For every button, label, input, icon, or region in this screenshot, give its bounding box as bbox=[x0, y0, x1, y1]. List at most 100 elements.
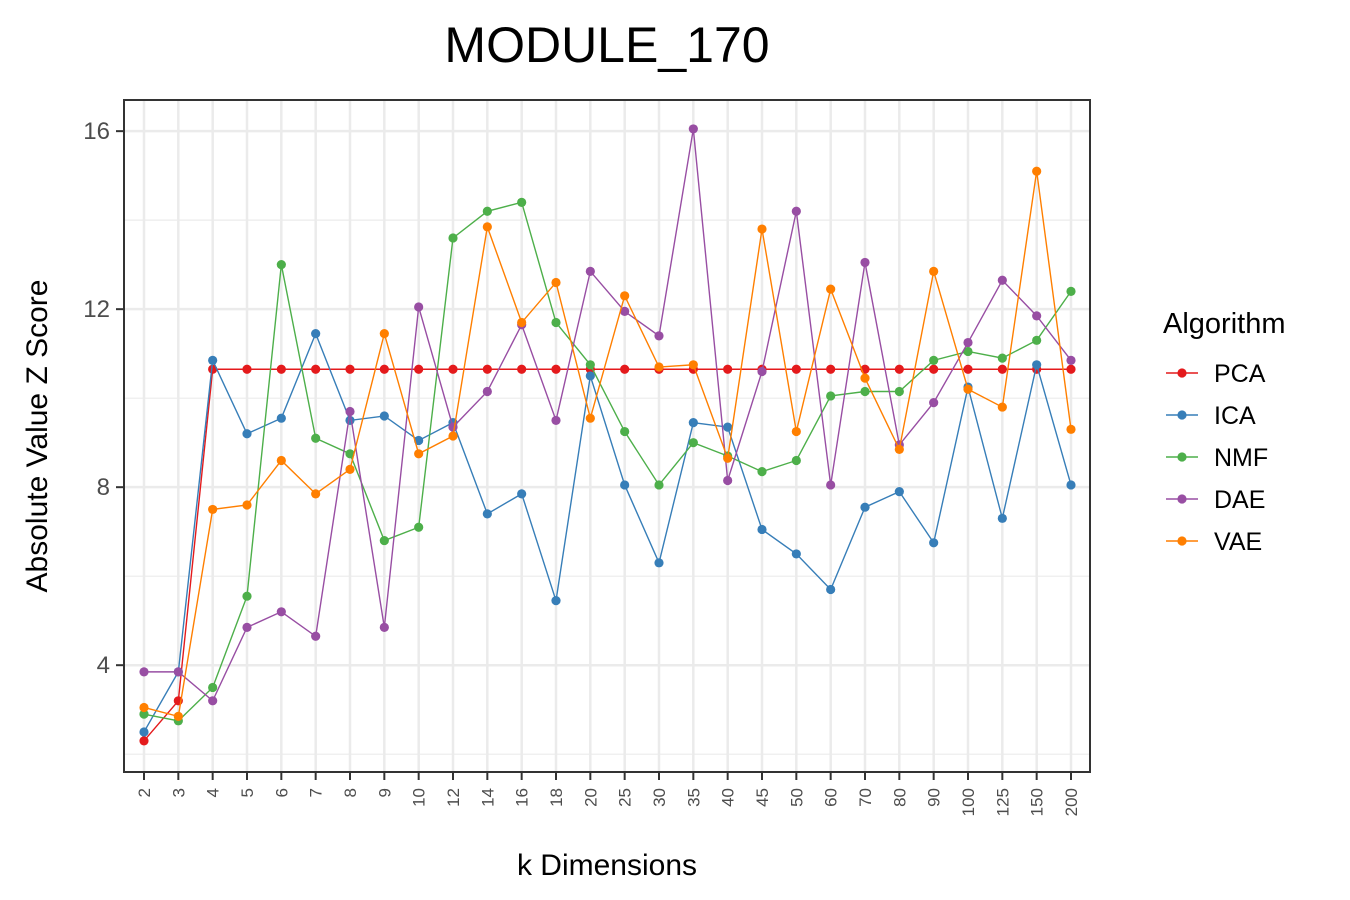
data-point-ica bbox=[242, 429, 252, 439]
series-line-pca bbox=[143, 368, 1071, 742]
data-point-pca bbox=[208, 364, 218, 374]
data-point-ica bbox=[688, 418, 698, 428]
x-tick-label: 12 bbox=[444, 788, 463, 807]
data-point-dae bbox=[654, 331, 664, 341]
data-point-vae bbox=[139, 702, 149, 713]
data-point-vae bbox=[963, 384, 973, 394]
data-point-ica bbox=[1032, 360, 1042, 370]
data-point-dae bbox=[311, 631, 321, 641]
x-tick-label: 18 bbox=[547, 788, 566, 807]
data-point-nmf bbox=[414, 522, 424, 532]
data-point-pca bbox=[723, 364, 733, 374]
legend-items: PCA ICA NMF DAE VAE bbox=[1166, 360, 1268, 556]
x-tick-label: 35 bbox=[684, 788, 703, 807]
data-point-nmf bbox=[448, 233, 458, 243]
series-vae bbox=[139, 166, 1076, 721]
data-point-nmf bbox=[826, 391, 836, 401]
series-line-ica bbox=[143, 331, 1072, 733]
y-tick-label: 12 bbox=[83, 296, 110, 323]
data-point-vae bbox=[482, 222, 492, 232]
data-point-pca bbox=[929, 364, 939, 374]
data-point-pca bbox=[997, 364, 1007, 374]
data-point-dae bbox=[688, 124, 698, 134]
x-tick-label: 5 bbox=[238, 788, 257, 797]
data-point-ica bbox=[585, 371, 595, 381]
data-point-nmf bbox=[997, 353, 1007, 363]
x-tick-label: 7 bbox=[307, 788, 326, 797]
data-point-pca bbox=[448, 364, 458, 374]
data-point-dae bbox=[208, 696, 218, 706]
data-point-dae bbox=[551, 415, 561, 426]
series-nmf bbox=[139, 197, 1076, 726]
legend: Algorithm PCA ICA NMF DAE VAE bbox=[1163, 308, 1286, 556]
data-point-ica bbox=[414, 435, 424, 446]
y-axis-title: Absolute Value Z Score bbox=[21, 280, 54, 593]
x-tick-label: 14 bbox=[478, 788, 497, 807]
data-point-nmf bbox=[654, 480, 664, 490]
x-tick-label: 45 bbox=[753, 788, 772, 807]
data-point-vae bbox=[1032, 166, 1042, 176]
legend-label-ica: ICA bbox=[1214, 402, 1256, 430]
data-point-pca bbox=[276, 364, 286, 374]
data-point-dae bbox=[997, 275, 1007, 285]
data-point-vae bbox=[757, 224, 767, 234]
x-tick-label: 2 bbox=[135, 788, 154, 797]
data-point-vae bbox=[723, 453, 733, 463]
data-point-vae bbox=[1066, 424, 1076, 434]
data-point-nmf bbox=[929, 355, 939, 365]
data-point-ica bbox=[791, 549, 801, 559]
data-point-pca bbox=[311, 364, 321, 374]
data-point-dae bbox=[173, 667, 183, 677]
data-point-vae bbox=[173, 711, 183, 721]
data-point-vae bbox=[379, 329, 389, 339]
data-point-pca bbox=[139, 736, 149, 746]
x-tick-label: 90 bbox=[925, 788, 944, 807]
data-point-nmf bbox=[963, 346, 973, 357]
data-point-vae bbox=[414, 449, 424, 459]
x-axis-title: k Dimensions bbox=[517, 849, 697, 882]
data-point-ica bbox=[1066, 480, 1076, 490]
data-point-dae bbox=[929, 398, 939, 408]
legend-title: Algorithm bbox=[1163, 308, 1286, 340]
x-tick-label: 100 bbox=[959, 788, 978, 816]
x-tick-label: 40 bbox=[719, 788, 738, 807]
data-point-nmf bbox=[860, 386, 870, 397]
data-point-dae bbox=[139, 667, 149, 677]
legend-label-vae: VAE bbox=[1214, 528, 1262, 556]
data-point-pca bbox=[379, 364, 389, 374]
data-point-pca bbox=[1066, 364, 1076, 374]
data-point-vae bbox=[791, 426, 801, 437]
data-point-dae bbox=[826, 480, 836, 490]
series-pca bbox=[139, 364, 1076, 746]
x-tick-label: 125 bbox=[993, 788, 1012, 816]
data-point-vae bbox=[551, 277, 561, 288]
legend-key-point-nmf bbox=[1177, 452, 1187, 462]
data-point-ica bbox=[379, 411, 389, 421]
data-point-pca bbox=[242, 364, 252, 374]
data-point-pca bbox=[345, 364, 355, 374]
data-point-nmf bbox=[620, 426, 630, 437]
series-line-nmf bbox=[143, 201, 1072, 722]
series-line-dae bbox=[144, 128, 1072, 702]
data-point-dae bbox=[379, 622, 389, 632]
data-point-ica bbox=[860, 502, 870, 512]
data-point-nmf bbox=[517, 197, 527, 207]
data-point-vae bbox=[242, 500, 252, 510]
data-point-ica bbox=[654, 558, 664, 568]
data-point-ica bbox=[311, 329, 321, 339]
data-point-dae bbox=[414, 302, 424, 312]
legend-label-dae: DAE bbox=[1214, 486, 1265, 514]
data-point-pca bbox=[791, 364, 801, 374]
data-point-pca bbox=[517, 364, 527, 374]
x-tick-label: 70 bbox=[856, 788, 875, 807]
data-point-ica bbox=[482, 509, 492, 519]
data-point-nmf bbox=[551, 317, 561, 328]
x-tick-label: 20 bbox=[581, 788, 600, 807]
data-point-dae bbox=[585, 266, 595, 276]
data-point-vae bbox=[620, 291, 630, 301]
x-tick-label: 10 bbox=[410, 788, 429, 807]
data-point-dae bbox=[860, 257, 870, 268]
x-tick-label: 6 bbox=[272, 788, 291, 797]
data-point-vae bbox=[997, 402, 1007, 412]
